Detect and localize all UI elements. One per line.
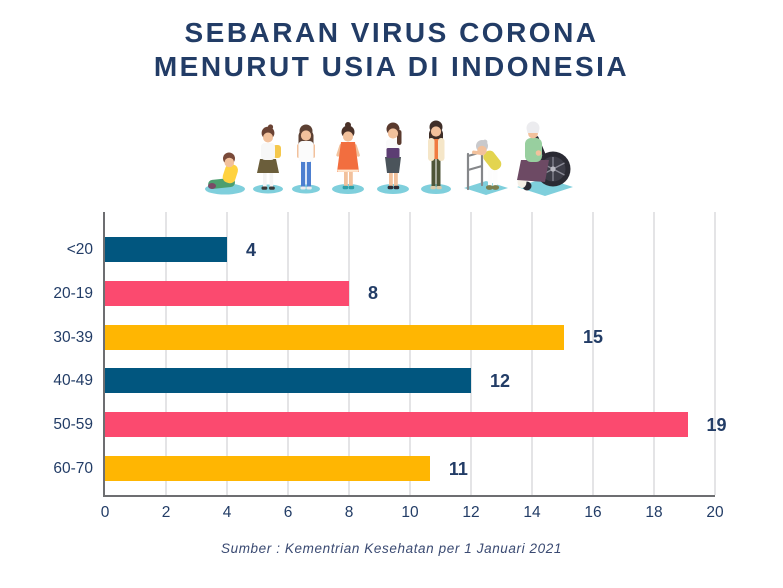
x-tick-label-12: 12 [462, 504, 480, 521]
elderly-walker-icon [464, 139, 508, 195]
category-label-2: 30-39 [53, 328, 93, 346]
x-tick-label-18: 18 [645, 504, 663, 521]
elderly-wheelchair-icon [517, 121, 573, 196]
x-tick-label-0: 0 [100, 504, 110, 521]
value-label-1: 8 [368, 283, 379, 304]
x-tick-label-20: 20 [706, 504, 724, 521]
bar-2 [105, 324, 565, 350]
value-label-3: 12 [490, 370, 511, 391]
value-label-5: 11 [448, 458, 468, 479]
teenage-girl-icon [292, 124, 320, 194]
category-label-3: 40-49 [53, 372, 93, 390]
title-line-2: MENURUT USIA DI INDONESIA [153, 51, 630, 82]
category-label-5: 60-70 [53, 460, 93, 477]
gridline-x-4 [226, 212, 228, 495]
toddler-sitting-icon [205, 152, 245, 195]
schoolgirl-backpack-icon [253, 124, 283, 194]
value-label-4: 19 [706, 414, 727, 435]
gridline-x-14 [531, 212, 533, 495]
category-label-0: <20 [66, 241, 93, 258]
woman-with-folder-icon [377, 122, 409, 194]
source-caption: Sumber : Kementrian Kesehatan per 1 Janu… [221, 541, 562, 556]
woman-orange-dress-icon [332, 122, 364, 194]
plot-area: 0 2 4 6 8 10 12 14 16 18 20 <20 4 20-19 8 30-39 15 40-49 1… [53, 212, 727, 521]
value-label-0: 4 [246, 239, 257, 260]
x-tick-label-14: 14 [523, 504, 541, 521]
gridline-x-12 [470, 212, 472, 495]
category-label-4: 50-59 [53, 416, 93, 434]
x-tick-label-8: 8 [344, 504, 354, 521]
gridline-x-2 [165, 212, 167, 495]
page-title: SEBARAN VIRUS CORONA MENURUT USIA DI IND… [0, 16, 783, 84]
bar-4 [105, 412, 688, 438]
x-tick-label-2: 2 [161, 504, 171, 521]
x-tick-label-4: 4 [222, 504, 232, 521]
title-line-1: SEBARAN VIRUS CORONA [184, 17, 599, 48]
x-tick-label-10: 10 [401, 504, 419, 521]
x-tick-label-6: 6 [283, 504, 293, 521]
gridline-x-6 [287, 212, 289, 495]
bar-5 [105, 456, 430, 481]
value-label-2: 15 [583, 327, 604, 348]
x-tick-label-16: 16 [584, 504, 602, 521]
woman-jacket-icon [421, 120, 451, 194]
bar-1 [105, 280, 349, 306]
age-progression-illustration [205, 120, 573, 196]
bar-0 [105, 237, 227, 262]
category-label-1: 20-19 [53, 284, 93, 302]
gridline-x-20 [714, 212, 716, 495]
bar-3 [105, 368, 471, 394]
gridline-x-10 [409, 212, 411, 495]
gridline-x-18 [653, 212, 655, 495]
gridline-x-16 [592, 212, 594, 495]
gridline-x-8 [348, 212, 350, 495]
